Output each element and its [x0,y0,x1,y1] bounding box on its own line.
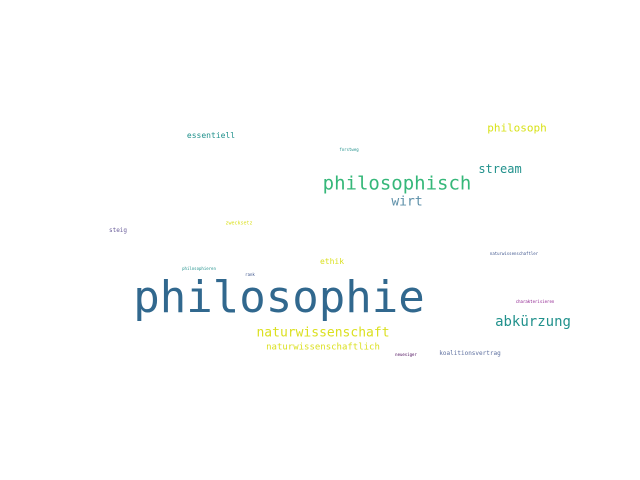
word-14: zwecksetz [225,220,253,227]
word-18: charakterisieren [515,299,555,304]
word-4: abkürzung [495,314,571,330]
word-11: koalitionsvertrag [439,350,501,357]
word-1: philosophie [133,272,425,323]
word-6: philosoph [487,121,547,135]
word-12: steig [108,227,128,234]
word-3: naturwissenschaft [256,325,390,341]
word-17: rank [245,272,255,277]
word-5: stream [478,162,522,176]
word-9: essentiell [186,131,236,140]
word-16: philosophieren [182,266,216,271]
word-13: forstweg [339,147,359,152]
word-19: neuesiger [395,352,417,357]
word-7: wirt [391,194,423,210]
word-15: naturwissenschaftler [489,251,539,256]
word-10: ethik [319,257,345,266]
word-8: naturwissenschaftlich [266,342,380,353]
word-2: philosophisch [322,172,472,195]
